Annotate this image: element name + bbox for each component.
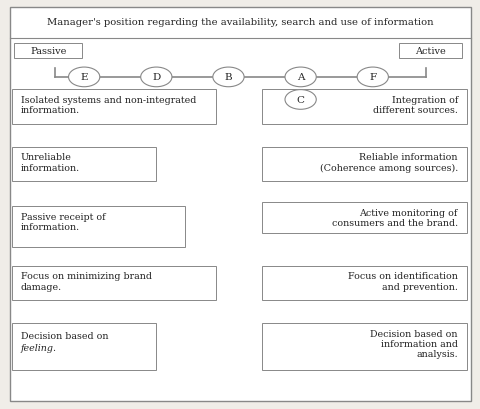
Ellipse shape (212, 68, 243, 88)
Text: Decision based on
information and
analysis.: Decision based on information and analys… (370, 329, 457, 359)
FancyBboxPatch shape (262, 266, 466, 301)
Text: Passive: Passive (30, 47, 66, 56)
Text: B: B (224, 73, 232, 82)
Text: Isolated systems and non-integrated
information.: Isolated systems and non-integrated info… (21, 96, 196, 115)
Ellipse shape (356, 68, 388, 88)
Text: Active monitoring of
consumers and the brand.: Active monitoring of consumers and the b… (331, 208, 457, 227)
Text: Reliable information
(Coherence among sources).: Reliable information (Coherence among so… (319, 153, 457, 173)
Text: Manager's position regarding the availability, search and use of information: Manager's position regarding the availab… (47, 18, 433, 27)
FancyBboxPatch shape (10, 8, 470, 401)
Text: C: C (296, 96, 304, 105)
Ellipse shape (284, 68, 315, 88)
Text: Focus on identification
and prevention.: Focus on identification and prevention. (348, 272, 457, 291)
Ellipse shape (284, 90, 315, 110)
Text: F: F (369, 73, 375, 82)
FancyBboxPatch shape (12, 323, 156, 370)
Ellipse shape (68, 68, 99, 88)
Text: E: E (80, 73, 88, 82)
Text: A: A (296, 73, 304, 82)
Text: Focus on minimizing brand
damage.: Focus on minimizing brand damage. (21, 272, 151, 291)
FancyBboxPatch shape (12, 266, 216, 301)
FancyBboxPatch shape (262, 147, 466, 182)
Text: Integration of
different sources.: Integration of different sources. (372, 96, 457, 115)
Text: D: D (152, 73, 160, 82)
FancyBboxPatch shape (262, 202, 466, 233)
Ellipse shape (140, 68, 172, 88)
Text: Unreliable
information.: Unreliable information. (21, 153, 80, 172)
FancyBboxPatch shape (12, 207, 185, 247)
Text: Decision based on: Decision based on (21, 331, 108, 340)
FancyBboxPatch shape (262, 90, 466, 125)
FancyBboxPatch shape (12, 147, 156, 182)
Text: feeling.: feeling. (21, 343, 57, 352)
FancyBboxPatch shape (262, 323, 466, 370)
FancyBboxPatch shape (398, 44, 461, 59)
Text: Active: Active (414, 47, 445, 56)
Text: Passive receipt of
information.: Passive receipt of information. (21, 212, 105, 231)
FancyBboxPatch shape (14, 44, 82, 59)
FancyBboxPatch shape (12, 90, 216, 125)
